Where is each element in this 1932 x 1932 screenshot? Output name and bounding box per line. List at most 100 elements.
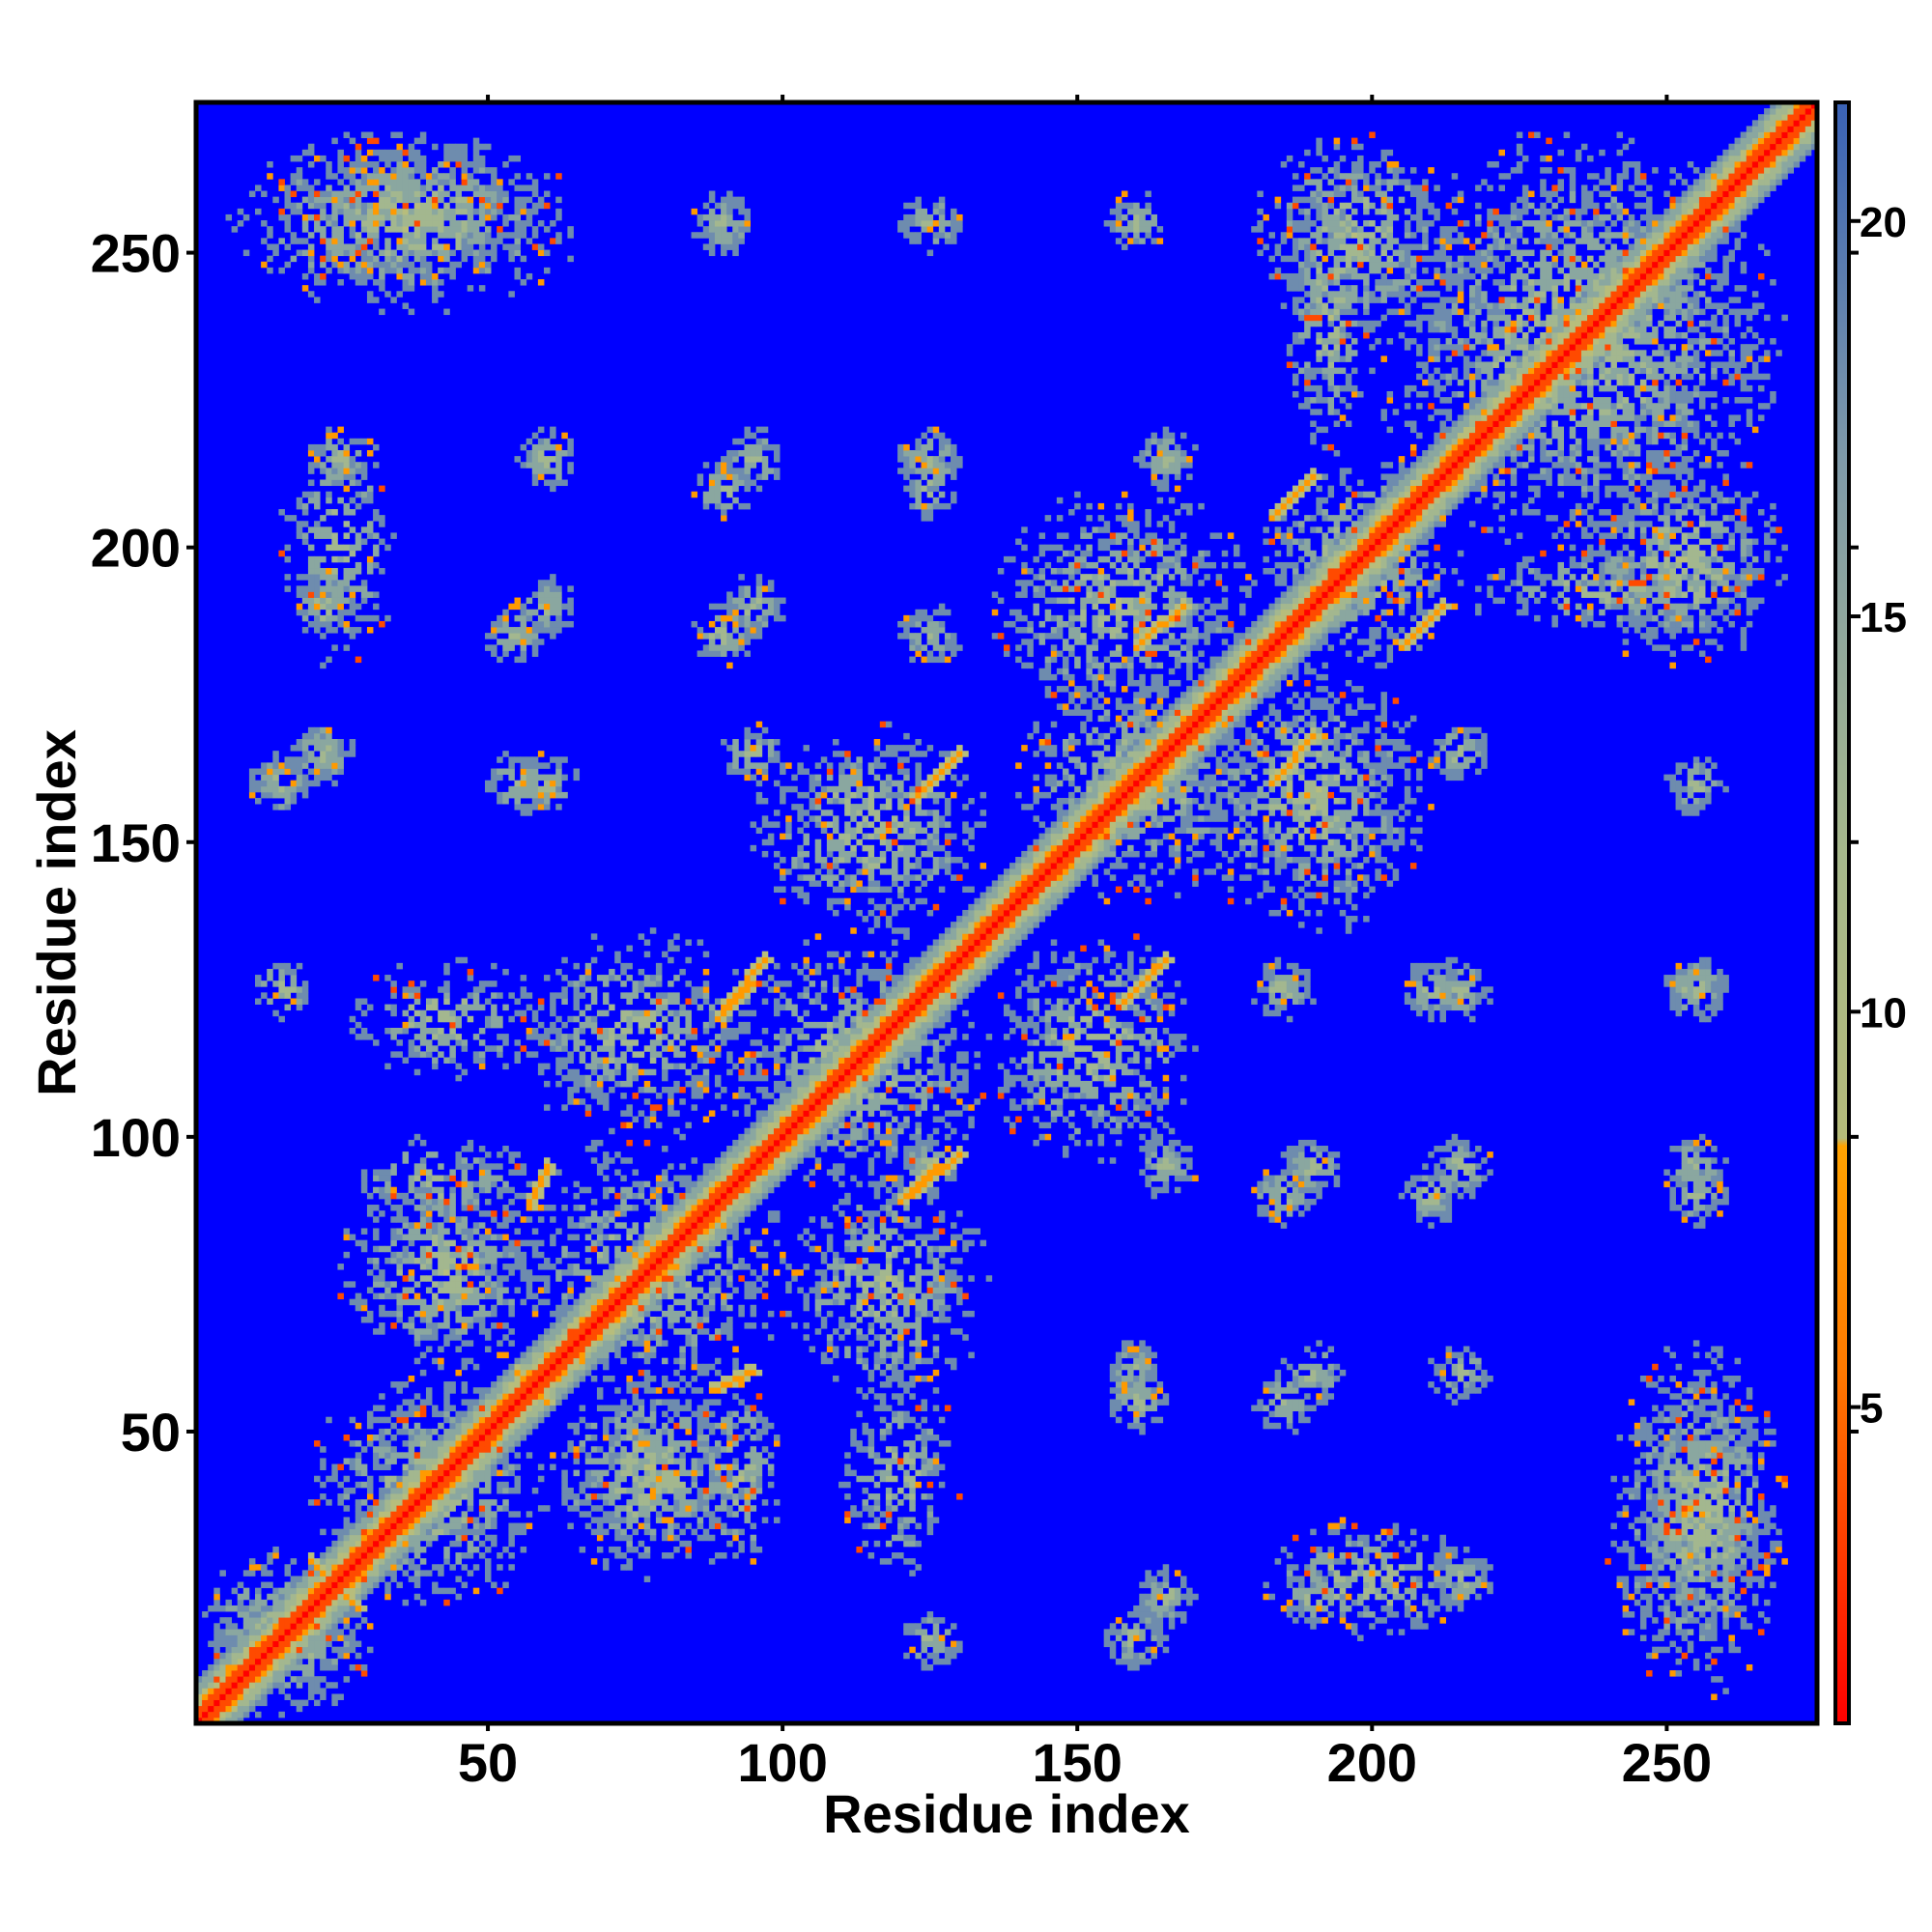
- heatmap-cell: [550, 1239, 556, 1247]
- heatmap-cell: [331, 1469, 338, 1477]
- heatmap-cell: [537, 1475, 545, 1483]
- heatmap-cell: [443, 1381, 450, 1388]
- heatmap-cell: [219, 1688, 226, 1694]
- heatmap-cell: [531, 1351, 539, 1359]
- heatmap-cell: [702, 1198, 710, 1206]
- heatmap-cell: [673, 1281, 680, 1288]
- heatmap-cell: [355, 491, 362, 498]
- heatmap-cell: [413, 1222, 421, 1229]
- heatmap-cell: [419, 1304, 427, 1312]
- heatmap-cell: [550, 1045, 556, 1052]
- heatmap-cell: [373, 1511, 380, 1518]
- heatmap-cell: [567, 1015, 574, 1023]
- heatmap-cell: [472, 255, 480, 263]
- heatmap-cell: [360, 1670, 368, 1677]
- heatmap-cell: [408, 243, 415, 250]
- heatmap-cell: [443, 155, 450, 162]
- heatmap-cell: [349, 1552, 356, 1559]
- heatmap-cell: [472, 1157, 480, 1164]
- heatmap-cell: [360, 1481, 368, 1489]
- heatmap-cell: [497, 1186, 503, 1194]
- heatmap-cell: [438, 196, 444, 204]
- heatmap-cell: [331, 243, 338, 250]
- heatmap-cell: [596, 1334, 604, 1341]
- heatmap-cell: [508, 1157, 515, 1164]
- heatmap-cell: [248, 1688, 256, 1694]
- heatmap-cell: [402, 173, 410, 180]
- heatmap-cell: [373, 1570, 380, 1577]
- heatmap-cell: [419, 1205, 427, 1211]
- heatmap-cell: [337, 1617, 344, 1624]
- heatmap-cell: [360, 202, 368, 210]
- heatmap-cell: [384, 208, 391, 215]
- heatmap-cell: [514, 1393, 521, 1400]
- heatmap-cell: [248, 1558, 256, 1565]
- heatmap-cell: [449, 1452, 456, 1459]
- heatmap-cell: [603, 1034, 610, 1040]
- heatmap-cell: [337, 155, 344, 162]
- heatmap-cell: [384, 1475, 391, 1483]
- heatmap-cell: [355, 149, 362, 156]
- heatmap-cell: [296, 167, 303, 174]
- heatmap-cell: [419, 131, 427, 139]
- heatmap-cell: [237, 220, 244, 227]
- heatmap-cell: [225, 1711, 233, 1719]
- heatmap-cell: [638, 1511, 645, 1518]
- heatmap-cell: [461, 1528, 469, 1536]
- heatmap-cell: [384, 1192, 391, 1200]
- heatmap-cell: [326, 568, 332, 575]
- heatmap-cell: [449, 1057, 456, 1064]
- heatmap-cell: [349, 509, 356, 516]
- heatmap-cell: [673, 1051, 680, 1058]
- heatmap-cell: [331, 555, 338, 563]
- heatmap-cell: [231, 1688, 239, 1694]
- heatmap-cell: [555, 1080, 562, 1088]
- heatmap-cell: [603, 1322, 610, 1329]
- heatmap-cell: [555, 1068, 562, 1076]
- heatmap-cell: [478, 1269, 486, 1276]
- heatmap-cell: [514, 1481, 521, 1489]
- heatmap-cell: [320, 468, 327, 474]
- heatmap-cell: [673, 1369, 680, 1377]
- heatmap-cell: [478, 267, 486, 274]
- heatmap-cell: [419, 1163, 427, 1170]
- heatmap-cell: [413, 1205, 421, 1211]
- heatmap-cell: [307, 1611, 315, 1618]
- heatmap-cell: [691, 1104, 698, 1111]
- heatmap-cell: [443, 173, 450, 180]
- heatmap-cell: [478, 261, 486, 269]
- heatmap-cell: [491, 1452, 497, 1459]
- heatmap-cell: [467, 243, 474, 250]
- heatmap-cell: [455, 220, 462, 227]
- heatmap-cell: [561, 1298, 568, 1306]
- heatmap-cell: [609, 1127, 615, 1135]
- heatmap-cell: [213, 1670, 220, 1677]
- heatmap-cell: [425, 1528, 433, 1536]
- heatmap-cell: [484, 1405, 492, 1411]
- heatmap-cell: [478, 986, 486, 993]
- heatmap-cell: [384, 1463, 391, 1471]
- heatmap-cell: [425, 1487, 433, 1494]
- heatmap-cell: [443, 1322, 450, 1329]
- heatmap-cell: [326, 774, 332, 781]
- heatmap-cell: [455, 261, 462, 269]
- heatmap-cell: [396, 226, 403, 233]
- heatmap-cell: [432, 1405, 439, 1411]
- heatmap-cell: [425, 1463, 433, 1471]
- heatmap-cell: [614, 1546, 621, 1553]
- heatmap-cell: [584, 1304, 592, 1312]
- heatmap-cell: [349, 627, 356, 634]
- heatmap-cell: [632, 1351, 639, 1359]
- heatmap-cell: [544, 1351, 551, 1359]
- heatmap-cell: [355, 1422, 362, 1430]
- heatmap-cell: [520, 603, 527, 611]
- heatmap-cell: [366, 1410, 374, 1418]
- heatmap-cell: [685, 1205, 692, 1211]
- heatmap-cell: [343, 585, 351, 592]
- heatmap-cell: [520, 1369, 527, 1377]
- heatmap-cell: [579, 1216, 586, 1223]
- heatmap-cell: [402, 1287, 410, 1293]
- heatmap-cell: [355, 1522, 362, 1530]
- heatmap-cell: [609, 968, 615, 976]
- heatmap-cell: [626, 1281, 633, 1288]
